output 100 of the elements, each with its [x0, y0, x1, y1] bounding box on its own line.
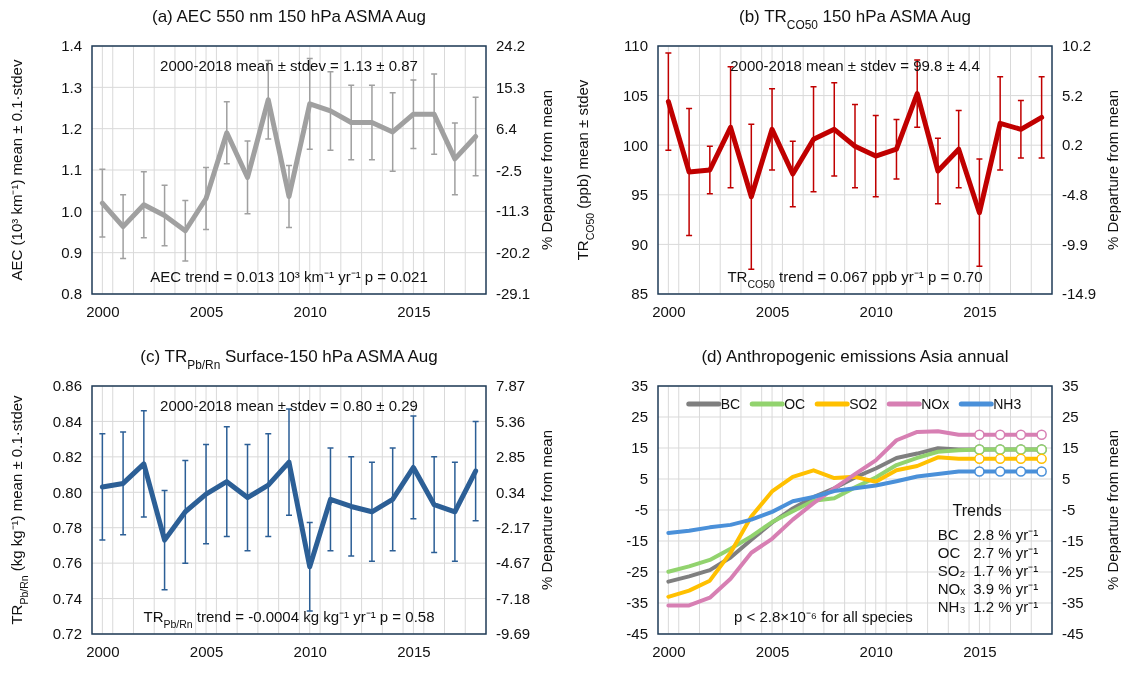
- x-tick-label: 2005: [189, 642, 224, 660]
- y2-tick-label: -20.2: [496, 243, 531, 261]
- y-tick-label: 90: [631, 235, 648, 253]
- y2-tick-label: -14.9: [1062, 285, 1097, 303]
- y2-tick-label: -45: [1062, 625, 1084, 643]
- annotation: TR$_{CO50}$ trend = 0.067 ppb yr⁻¹ p = 0.70: [727, 267, 983, 290]
- y-tick-label: 0.72: [52, 625, 82, 643]
- y-tick-label: -15: [626, 532, 648, 550]
- y-tick-label: 0.84: [52, 412, 82, 430]
- chart-title: (a) AEC 550 nm 150 hPa ASMA Aug: [151, 7, 427, 26]
- y2-tick-label: -7.18: [496, 589, 531, 607]
- x-tick-label: 2005: [189, 302, 224, 320]
- x-tick-label: 2000: [86, 302, 120, 320]
- x-tick-label: 2015: [963, 302, 997, 320]
- y-tick-label: 1.2: [61, 119, 82, 137]
- y-tick-label: 1.0: [61, 202, 82, 220]
- y2-tick-label: 10.2: [1062, 37, 1092, 55]
- annotation: Trends: [952, 501, 1002, 519]
- y-tick-label: 1.1: [61, 161, 82, 179]
- y2-tick-label: 5: [1062, 470, 1071, 488]
- y2-tick-label: 0.34: [496, 483, 526, 501]
- y-axis-title: AEC (10³ km⁻¹) mean ± 0.1·stdev: [8, 59, 25, 281]
- y2-tick-label: -35: [1062, 594, 1084, 612]
- annotation: AEC trend = 0.013 10³ km⁻¹ yr⁻¹ p = 0.021: [150, 267, 428, 285]
- y2-tick-label: -25: [1062, 563, 1084, 581]
- y-tick-label: 95: [631, 186, 648, 204]
- x-tick-label: 2015: [397, 302, 431, 320]
- y-tick-label: -25: [626, 563, 648, 581]
- y-tick-label: 85: [631, 285, 648, 303]
- annotation: 2000-2018 mean ± stdev = 1.13 ± 0.87: [160, 57, 418, 75]
- y2-tick-label: -2.17: [496, 519, 531, 537]
- x-tick-label: 2010: [293, 302, 327, 320]
- y-tick-label: 0.78: [52, 519, 82, 537]
- y2-tick-label: 7.87: [496, 377, 526, 395]
- y2-tick-label: 5.36: [496, 412, 526, 430]
- y-tick-label: 35: [631, 377, 648, 395]
- y-tick-label: 105: [622, 86, 648, 104]
- chart-title: (d) Anthropogenic emissions Asia annual: [701, 347, 1009, 366]
- annotation: BC: [937, 526, 959, 544]
- legend-label: BC: [720, 395, 741, 412]
- x-tick-label: 2010: [859, 302, 893, 320]
- y2-tick-label: -9.9: [1062, 235, 1088, 253]
- x-tick-label: 2005: [755, 302, 790, 320]
- y2-tick-label: 2.85: [496, 448, 526, 466]
- x-tick-label: 2000: [86, 642, 120, 660]
- y2-tick-label: -9.69: [496, 625, 531, 643]
- y-tick-label: -45: [626, 625, 648, 643]
- y2-tick-label: -11.3: [496, 202, 530, 220]
- legend-label: OC: [784, 395, 806, 412]
- annotation: OC: [937, 544, 961, 562]
- legend-label: NOx: [921, 395, 950, 412]
- y-tick-label: 0.74: [52, 589, 82, 607]
- y2-tick-label: 15: [1062, 439, 1079, 457]
- y-tick-label: 0.9: [61, 243, 82, 261]
- y-tick-label: 0.86: [52, 377, 82, 395]
- annotation: 1.7 % yr⁻¹: [973, 562, 1039, 580]
- y-tick-label: 0.8: [61, 285, 82, 303]
- y-tick-label: 0.80: [52, 483, 82, 501]
- y2-tick-label: -4.67: [496, 554, 531, 572]
- legend-label: SO2: [849, 395, 878, 412]
- y2-tick-label: -4.8: [1062, 185, 1088, 203]
- x-tick-label: 2010: [859, 642, 893, 660]
- annotation: SO₂: [937, 562, 966, 580]
- x-tick-label: 2000: [652, 302, 686, 320]
- annotation: 2.7 % yr⁻¹: [973, 544, 1039, 562]
- annotation: p < 2.8×10⁻⁶ for all species: [734, 607, 913, 625]
- y2-tick-label: -29.1: [496, 285, 531, 303]
- y2-axis-title: % Departure from mean: [1104, 89, 1121, 251]
- y2-tick-label: 6.4: [496, 120, 517, 138]
- annotation: 2000-2018 mean ± stdev = 0.80 ± 0.29: [160, 397, 418, 415]
- annotation: 2.8 % yr⁻¹: [973, 526, 1039, 544]
- y-tick-label: 25: [631, 408, 648, 426]
- y-tick-label: 110: [624, 37, 648, 55]
- x-tick-label: 2015: [397, 642, 431, 660]
- annotation: 3.9 % yr⁻¹: [973, 580, 1039, 598]
- y2-axis-title: % Departure from mean: [538, 429, 555, 591]
- x-tick-label: 2015: [963, 642, 997, 660]
- chart-title: (c) TR$_{Pb/Rn}$ Surface-150 hPa ASMA Aug: [140, 347, 438, 372]
- y2-tick-label: -2.5: [496, 161, 522, 179]
- y-tick-label: 0.82: [52, 448, 82, 466]
- y2-tick-label: 0.2: [1062, 136, 1083, 154]
- y2-axis-title: % Departure from mean: [1104, 429, 1121, 591]
- y-tick-label: 1.3: [61, 78, 82, 96]
- y2-tick-label: 24.2: [496, 37, 526, 55]
- x-tick-label: 2005: [755, 642, 790, 660]
- annotation: 1.2 % yr⁻¹: [973, 598, 1039, 616]
- y2-tick-label: 25: [1062, 408, 1079, 426]
- chart-title: (b) TR$_{CO50}$ 150 hPa ASMA Aug: [738, 7, 972, 32]
- y-tick-label: -35: [626, 594, 648, 612]
- y-tick-label: 1.4: [61, 37, 82, 55]
- y2-tick-label: 35: [1062, 377, 1079, 395]
- y-tick-label: 0.76: [52, 554, 82, 572]
- annotation: TR$_{Pb/Rn}$ trend = -0.0004 kg kg⁻¹ yr⁻¹ p = 0.58: [143, 607, 435, 630]
- x-tick-label: 2010: [293, 642, 327, 660]
- y-tick-label: 5: [639, 470, 648, 488]
- y-tick-label: 15: [631, 439, 648, 457]
- y2-tick-label: 5.2: [1062, 86, 1083, 104]
- y2-tick-label: 15.3: [496, 78, 526, 96]
- y2-axis-title: % Departure from mean: [538, 89, 555, 251]
- y-tick-label: -5: [634, 501, 648, 519]
